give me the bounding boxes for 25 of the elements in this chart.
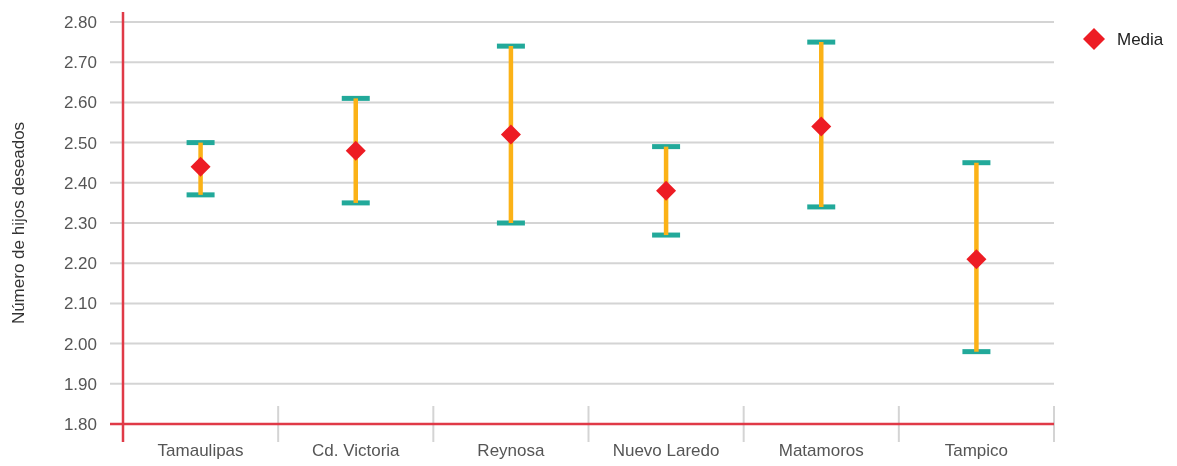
y-tick-label: 2.10	[63, 294, 97, 314]
y-tick-label: 2.40	[63, 173, 97, 193]
y-axis-title: Número de hijos deseados	[9, 121, 28, 325]
x-tick-label: Cd. Victoria	[311, 441, 401, 460]
y-tick-label: 2.60	[63, 93, 97, 113]
point	[190, 156, 211, 177]
x-tick-label: Nuevo Laredo	[612, 441, 720, 460]
y-tick-label: 2.30	[63, 213, 97, 233]
x-tick-label: Tamaulipas	[157, 441, 244, 460]
x-tick-label: Tampico	[944, 441, 1009, 460]
y-tick-label: 2.50	[63, 133, 97, 153]
point	[500, 124, 521, 145]
point	[811, 116, 832, 137]
point	[966, 249, 987, 270]
point	[656, 180, 677, 201]
x-tick-label: Reynosa	[477, 441, 545, 460]
x-tick-label: Matamoros	[778, 441, 864, 460]
y-tick-label: 1.90	[63, 374, 97, 394]
legend-label: Media	[1117, 29, 1164, 49]
y-tick-label: 2.70	[63, 53, 97, 73]
y-tick-label: 2.00	[63, 334, 97, 354]
y-tick-label: 1.80	[63, 414, 97, 434]
point	[345, 140, 366, 161]
y-tick-label: 2.80	[63, 12, 97, 32]
y-tick-label: 2.20	[63, 254, 97, 274]
